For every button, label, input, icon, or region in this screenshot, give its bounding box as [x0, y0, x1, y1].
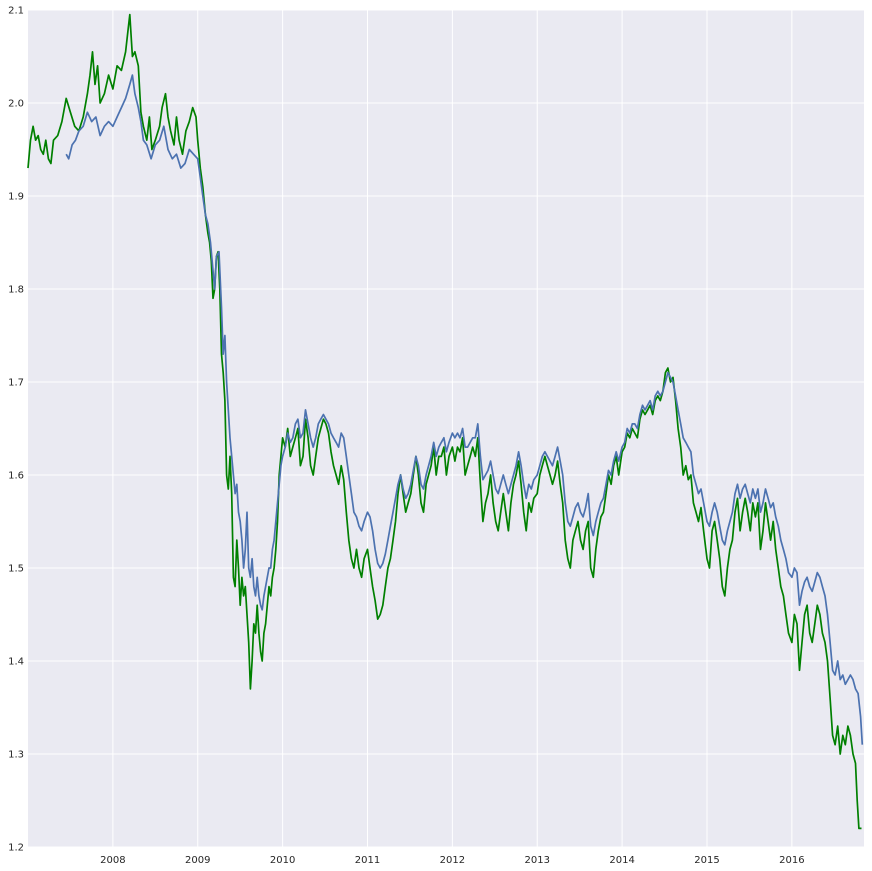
x-tick-label: 2011	[355, 855, 380, 866]
x-tick-label: 2012	[440, 855, 465, 866]
tick-labels: 1.2 1.3 1.4 1.5 1.6 1.7 1.8 1.9 2.0 2.1 2008 2009 20…	[8, 6, 804, 867]
y-tick-label: 1.4	[8, 657, 24, 668]
series-line-2	[65, 74, 864, 745]
x-tick-label: 2016	[779, 855, 804, 866]
x-tick-label: 2008	[100, 855, 125, 866]
x-tick-label: 2010	[270, 855, 295, 866]
y-tick-label: 2.0	[8, 99, 24, 110]
y-tick-label: 1.3	[8, 750, 24, 761]
y-tick-label: 1.7	[8, 378, 24, 389]
series-lines	[27, 13, 864, 830]
y-tick-label: 1.8	[8, 285, 24, 296]
series-line-1	[27, 13, 862, 830]
x-tick-label: 2009	[185, 855, 210, 866]
y-tick-label: 1.9	[8, 192, 24, 203]
x-tick-label: 2013	[525, 855, 550, 866]
y-tick-label: 1.2	[8, 843, 24, 854]
plot-area	[28, 10, 864, 847]
y-tick-label: 1.6	[8, 471, 24, 482]
x-tick-label: 2014	[609, 855, 634, 866]
x-tick-label: 2015	[694, 855, 719, 866]
y-tick-label: 2.1	[8, 6, 24, 17]
y-tick-label: 1.5	[8, 564, 24, 575]
